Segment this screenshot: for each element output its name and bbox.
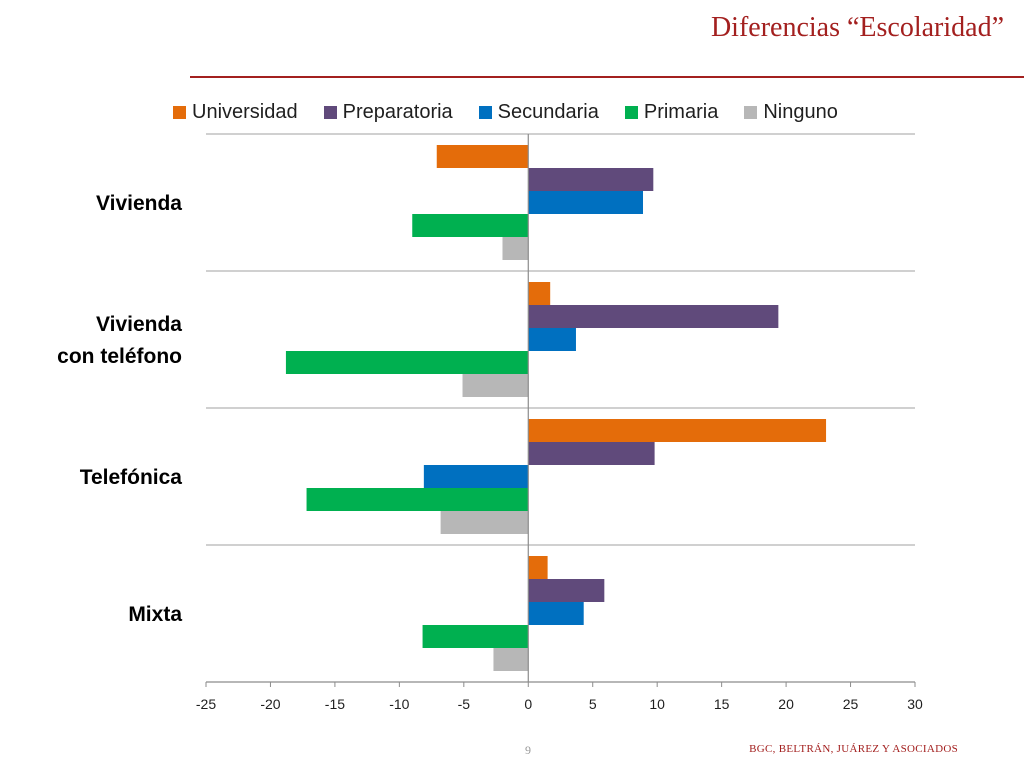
bar-primaria: [412, 214, 529, 237]
legend-item: Universidad: [173, 101, 298, 124]
bar-secundaria: [528, 191, 644, 214]
x-tick-label: 15: [714, 696, 730, 712]
legend-swatch: [624, 105, 638, 119]
slide-title: Diferencias “Escolaridad”: [710, 12, 1004, 43]
x-tick-label: -10: [389, 696, 409, 712]
category-label: Mixta: [128, 602, 182, 626]
legend-label: Preparatoria: [342, 100, 453, 123]
page-number: 9: [525, 743, 531, 757]
legend-label: Universidad: [192, 100, 298, 123]
legend-swatch: [173, 105, 186, 119]
category-label: Vivienda: [96, 191, 182, 215]
bar-secundaria: [528, 328, 576, 351]
category-label: Telefónica: [79, 465, 182, 489]
bar-universidad: [528, 282, 551, 305]
legend-label: Ninguno: [763, 100, 838, 123]
legend-item: Secundaria: [478, 100, 599, 124]
bar-primaria: [422, 625, 529, 648]
legend-swatch: [744, 105, 758, 119]
bar-secundaria: [528, 602, 584, 625]
bar-universidad: [528, 556, 548, 579]
bar-ninguno: [493, 648, 529, 671]
x-tick-label: 10: [649, 696, 665, 712]
x-tick-label: -15: [325, 696, 345, 712]
bar-universidad: [528, 419, 827, 442]
x-tick-label: 5: [589, 696, 597, 712]
x-tick-label: 25: [843, 696, 859, 712]
legend-item: Primaria: [624, 100, 719, 124]
legend-label: Primaria: [643, 100, 719, 123]
footer-brand: BGC, BELTRÁN, JUÁREZ Y ASOCIADOS: [749, 743, 958, 755]
legend-item: Ninguno: [744, 101, 838, 124]
bar-ninguno: [462, 374, 529, 397]
x-tick-label: 30: [907, 696, 923, 712]
bar-primaria: [306, 488, 529, 511]
x-tick-label: 20: [778, 696, 794, 712]
bar-ninguno: [440, 511, 529, 534]
legend-swatch: [478, 105, 492, 119]
x-tick-label: -20: [260, 696, 280, 712]
legend-item: Preparatoria: [323, 100, 453, 124]
bar-ninguno: [502, 237, 529, 260]
legend-swatch: [323, 105, 337, 119]
bar-preparatoria: [528, 305, 779, 328]
chart-legend: Universidad Preparatoria Secundaria Primari…: [173, 99, 864, 125]
x-tick-label: -5: [458, 696, 471, 712]
x-tick-label: -25: [196, 696, 216, 712]
legend-label: Secundaria: [497, 100, 599, 123]
bar-universidad: [436, 145, 529, 168]
category-label: Vivienda con teléfono: [57, 312, 182, 368]
x-tick-label: 0: [524, 696, 532, 712]
bar-preparatoria: [528, 442, 655, 465]
bar-preparatoria: [528, 579, 605, 602]
title-divider: [190, 76, 1024, 78]
bar-secundaria: [423, 465, 529, 488]
bar-primaria: [285, 351, 529, 374]
bar-preparatoria: [528, 168, 654, 191]
